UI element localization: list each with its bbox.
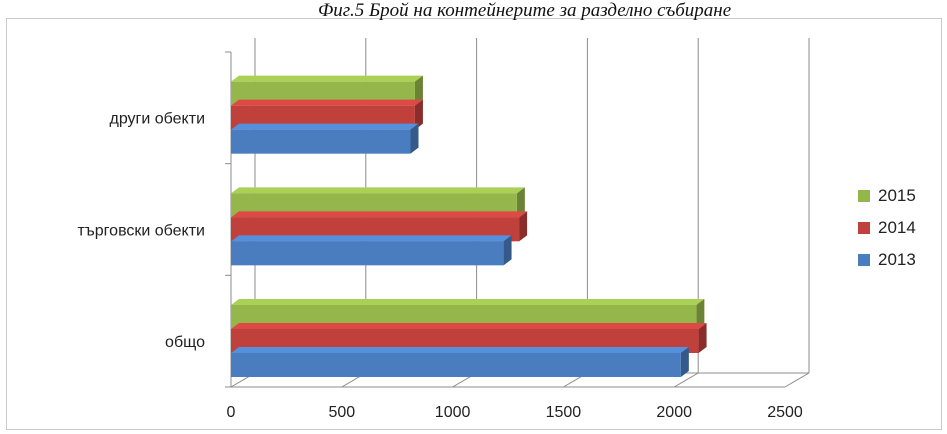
x-tick-label: 1000 xyxy=(435,404,471,421)
legend-label-2015: 2015 xyxy=(878,186,916,205)
x-tick-label: 500 xyxy=(328,404,355,421)
legend-item-2013: 2013 xyxy=(858,244,916,276)
legend-label-2014: 2014 xyxy=(878,218,916,237)
bar-end-face xyxy=(414,75,423,106)
legend-swatch-2014 xyxy=(858,222,870,234)
bar xyxy=(231,353,681,377)
bar-top-face xyxy=(231,323,707,329)
bar-top-face xyxy=(231,99,423,106)
legend-swatch-2013 xyxy=(858,254,870,266)
bar-end-face xyxy=(503,235,512,266)
bar xyxy=(231,105,415,130)
bar xyxy=(231,129,411,154)
category-label: други обекти xyxy=(110,111,206,128)
bar-top-face xyxy=(231,235,512,242)
bar-end-face xyxy=(414,99,423,130)
x-tick-label: 1500 xyxy=(546,404,582,421)
chart-caption: Фиг.5 Брой на контейнерите за разделно с… xyxy=(318,0,732,21)
legend-label-2013: 2013 xyxy=(878,250,916,269)
legend: 2015 2014 2013 xyxy=(858,180,916,276)
legend-swatch-2015 xyxy=(858,190,870,202)
bar-end-face xyxy=(519,211,528,242)
bar xyxy=(231,241,504,266)
x-tick-label: 0 xyxy=(227,404,236,421)
bar-top-face xyxy=(231,211,528,218)
bar-top-face xyxy=(231,187,525,194)
category-label: търговски обекти xyxy=(77,222,205,239)
bar-end-face xyxy=(698,323,707,353)
legend-item-2014: 2014 xyxy=(858,212,916,244)
floor-gridline xyxy=(673,372,699,388)
chart-frame xyxy=(6,18,942,430)
x-tick-label: 2000 xyxy=(656,404,692,421)
bar-end-face xyxy=(410,123,419,154)
floor-gridline xyxy=(784,372,810,388)
x-tick-label: 2500 xyxy=(767,404,803,421)
bar-top-face xyxy=(231,299,705,305)
bar-top-face xyxy=(231,75,423,82)
bar-top-face xyxy=(231,123,419,130)
bar-end-face xyxy=(696,299,705,329)
bar-end-face xyxy=(516,187,525,218)
bar-top-face xyxy=(231,347,689,353)
bar-end-face xyxy=(680,347,689,377)
legend-item-2015: 2015 xyxy=(858,180,916,212)
category-label: общо xyxy=(165,334,205,351)
